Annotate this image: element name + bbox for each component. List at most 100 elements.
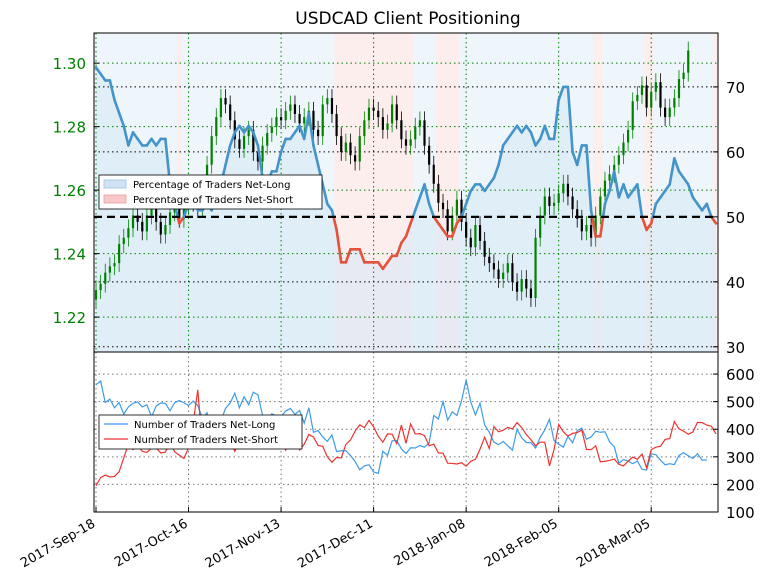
sentiment-column (648, 33, 654, 352)
sentiment-column (348, 33, 354, 352)
candle-body (326, 98, 329, 105)
candle-body (312, 110, 315, 130)
net-long-percent-segment (127, 131, 135, 147)
candle-body (400, 120, 403, 140)
candle-body (580, 218, 583, 232)
left-tick-label: 1.30 (53, 55, 86, 73)
candle-body (293, 104, 297, 114)
net-long-percent-segment (682, 176, 690, 186)
net-long-percent-segment (423, 183, 431, 206)
net-long-percent-segment (275, 150, 283, 173)
net-long-percent-segment (612, 170, 621, 199)
candle-body (377, 110, 380, 118)
candle-body (164, 225, 167, 235)
candle-body (229, 104, 232, 121)
sentiment-column (375, 33, 381, 352)
legend-net-short-swatch (103, 194, 127, 204)
candle-body (497, 269, 500, 279)
net-long-percent-segment (487, 176, 496, 186)
candle-body (589, 225, 593, 238)
candle-body (168, 212, 172, 226)
legend-net-short-label: Percentage of Traders Net-Short (133, 195, 293, 206)
candle-body (423, 120, 426, 146)
candle-body (576, 209, 579, 219)
net-long-percent-segment (557, 85, 565, 102)
candle-body (548, 196, 551, 206)
candle-body (330, 98, 334, 114)
candle-body (256, 152, 260, 162)
candle-body (617, 155, 620, 165)
net-long-percent-segment (136, 137, 144, 147)
candle-body (418, 120, 421, 127)
net-long-percent-segment (312, 144, 320, 167)
legend-bottom: Number of Traders Net-Long Number of Tra… (98, 414, 303, 450)
chart-title: USDCAD Client Positioning (295, 9, 520, 29)
candle-body (543, 196, 546, 216)
net-long-percent-segment (673, 157, 681, 173)
candle-body (502, 272, 505, 279)
bottom-panel: 100 200 300 400 500 600 (93, 351, 755, 522)
net-long-percent-segment (608, 170, 616, 193)
net-long-percent-segment (224, 144, 232, 167)
net-long-percent-segment (691, 196, 699, 206)
sentiment-column (403, 33, 409, 352)
candle-body (349, 142, 352, 156)
sentiment-column (440, 33, 446, 352)
candle-body (145, 215, 148, 232)
candle-body (465, 221, 468, 238)
net-long-percent-segment (599, 215, 605, 238)
left-tick-label: 1.24 (53, 246, 86, 264)
candle-body (127, 228, 130, 238)
net-long-percent-segment (640, 215, 648, 232)
sentiment-column (588, 33, 594, 352)
candle-body (275, 117, 278, 127)
sentiment-column (463, 33, 469, 352)
sentiment-column (357, 33, 363, 352)
candle-body (233, 120, 236, 140)
sentiment-column (362, 33, 367, 352)
net-long-percent-segment (603, 189, 611, 206)
sentiment-column (399, 33, 404, 352)
candle-body (381, 117, 384, 130)
candle-body (298, 113, 301, 124)
candle-body (562, 183, 565, 194)
net-long-percent-segment (441, 228, 449, 238)
candle-body (215, 117, 218, 137)
candle-body (358, 136, 361, 162)
candle-body (321, 104, 324, 137)
sentiment-column (325, 33, 330, 352)
candle-body (631, 101, 634, 130)
sentiment-column (380, 33, 386, 352)
sentiment-column (449, 33, 455, 352)
sentiment-column (385, 33, 391, 352)
net-long-percent-segment (566, 85, 574, 154)
candle-body (386, 123, 389, 130)
candle-body (303, 117, 306, 124)
net-long-percent-segment (108, 79, 116, 102)
net-long-percent-segment (663, 183, 672, 193)
candle-body (525, 278, 528, 289)
candle-body (664, 107, 667, 118)
net-long-percent-segment (122, 124, 130, 147)
candle-body (654, 82, 657, 92)
candle-body (252, 129, 255, 153)
sentiment-column (704, 33, 710, 352)
net-long-percent-segment (400, 235, 408, 245)
sentiment-column (709, 33, 714, 352)
net-long-percent-segment (622, 183, 630, 199)
net-long-percent-segment (460, 202, 468, 219)
net-long-percent-segment (483, 183, 491, 193)
right-tick-label: 600 (726, 366, 755, 384)
net-long-percent-segment (705, 202, 713, 219)
count-net-long-line (95, 379, 707, 475)
net-long-percent-segment (321, 183, 329, 206)
candle-body (515, 282, 519, 292)
net-long-percent-segment (617, 183, 625, 199)
net-long-percent-segment (326, 202, 334, 212)
net-long-percent-segment (252, 131, 260, 147)
candle-body (650, 91, 653, 108)
net-long-percent-segment (575, 144, 584, 167)
right-tick-label: 500 (726, 394, 755, 412)
net-long-percent-segment (358, 248, 366, 264)
